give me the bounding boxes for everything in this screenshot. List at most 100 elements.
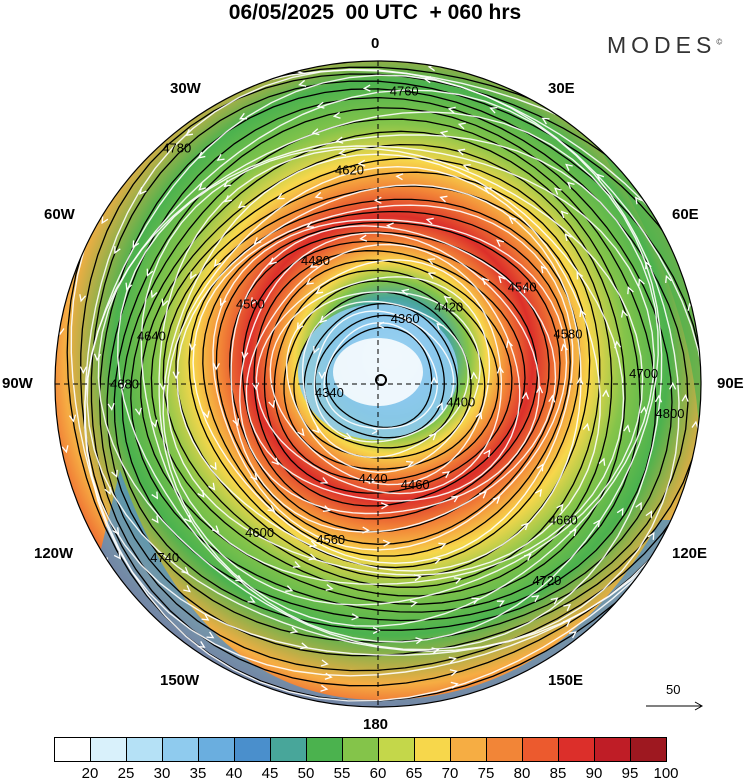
- streamline-arrow: [436, 402, 443, 411]
- colorbar-label: 55: [333, 765, 351, 782]
- streamline-arrow: [457, 122, 466, 130]
- streamline-arrow: [313, 345, 320, 354]
- streamline-arrow: [413, 574, 422, 582]
- streamline-arrow: [61, 445, 69, 454]
- colorbar-swatch: [198, 737, 235, 762]
- lon-label-150e: 150E: [548, 672, 584, 689]
- contour-label: 4700: [629, 366, 658, 381]
- streamline-arrow: [271, 457, 279, 466]
- streamline-arrow: [439, 130, 448, 138]
- streamline-arrow: [161, 298, 169, 307]
- streamline-arrow: [462, 164, 471, 171]
- streamline-arrow: [523, 285, 531, 294]
- colorbar-swatch: [558, 737, 595, 762]
- contour-4680: [130, 130, 641, 613]
- streamline: [230, 225, 557, 533]
- streamline-arrow: [498, 275, 506, 284]
- colorbar-swatch: [306, 737, 343, 762]
- streamline-arrow: [125, 282, 133, 291]
- contour-4780: [90, 80, 701, 672]
- streamline: [140, 145, 655, 627]
- streamline-arrow: [362, 526, 370, 534]
- streamline: [239, 232, 541, 515]
- streamline-arrow: [596, 173, 605, 182]
- streamline-arrow: [104, 486, 111, 495]
- streamline-arrow: [237, 201, 246, 209]
- contour-4700: [121, 118, 657, 622]
- streamline-arrow: [308, 553, 317, 561]
- streamline-arrow: [316, 101, 325, 109]
- streamline: [166, 165, 601, 576]
- streamline-arrow: [665, 274, 672, 283]
- contour-label: 4500: [236, 297, 265, 312]
- streamline-arrow: [150, 290, 158, 299]
- streamline: [192, 204, 574, 565]
- wind-streamlines: [55, 64, 701, 702]
- streamline-arrow: [567, 181, 575, 190]
- streamline-arrow: [427, 272, 436, 279]
- lon-label-90e: 90E: [717, 375, 744, 392]
- contour-4580: [188, 198, 581, 569]
- streamline-arrow: [536, 463, 544, 472]
- streamline-arrow: [579, 308, 587, 318]
- contour-label: 4760: [390, 84, 419, 99]
- streamline: [176, 184, 582, 572]
- streamline-arrow: [368, 476, 377, 485]
- streamline: [313, 310, 455, 443]
- streamline-arrow: [197, 641, 206, 648]
- streamline-arrow: [449, 669, 458, 677]
- streamline-arrow: [568, 631, 577, 639]
- streamline-arrow: [640, 405, 648, 414]
- streamline-arrow: [318, 371, 326, 380]
- streamline-arrow: [276, 192, 285, 200]
- contour-4460: [263, 259, 513, 494]
- streamline-arrow: [439, 195, 448, 203]
- streamline-arrow: [681, 393, 689, 402]
- contour-label: 4680: [110, 376, 139, 391]
- streamline-arrow: [453, 577, 462, 584]
- colorbar-swatch: [594, 737, 631, 762]
- streamline-arrow: [150, 419, 158, 428]
- contour-label: 4580: [554, 326, 583, 341]
- streamline-arrow: [627, 286, 634, 295]
- streamline-arrow: [319, 315, 327, 324]
- streamline-arrow: [311, 128, 320, 136]
- streamline-arrow: [198, 183, 206, 191]
- streamline-arrow: [292, 561, 301, 568]
- lon-label-120w: 120W: [34, 545, 74, 562]
- colorbar-label: 60: [369, 765, 387, 782]
- streamline-arrow: [320, 684, 329, 692]
- streamline-arrow: [211, 525, 220, 533]
- contour-4420: [283, 280, 486, 470]
- streamline-arrow: [691, 420, 699, 429]
- contour-4640: [150, 157, 613, 597]
- streamline-arrow: [451, 495, 460, 503]
- lon-label-90w: 90W: [2, 375, 33, 392]
- contour-label: 4340: [315, 385, 344, 400]
- streamline-arrow: [185, 129, 194, 137]
- streamline-arrow: [635, 501, 642, 510]
- streamline-arrow: [647, 190, 655, 199]
- streamline-arrow: [438, 542, 447, 550]
- streamline-arrow: [235, 574, 244, 582]
- streamline-arrow: [447, 106, 456, 114]
- streamline-arrow: [550, 597, 559, 605]
- streamline-arrow: [563, 603, 572, 612]
- streamline-arrow: [269, 257, 277, 265]
- colorbar-label: 45: [261, 765, 279, 782]
- contour-label: 4480: [301, 253, 330, 268]
- streamline-arrow: [315, 286, 324, 295]
- reference-vector-label: 50: [666, 682, 681, 697]
- streamline-arrow: [146, 268, 154, 277]
- contour-label: 4660: [549, 512, 578, 527]
- streamline-arrow: [496, 365, 504, 374]
- streamline-arrow: [425, 217, 434, 225]
- streamline-arrow: [285, 585, 294, 592]
- contour-label: 4400: [446, 394, 475, 409]
- streamline-arrow: [362, 84, 371, 92]
- streamline-arrow: [582, 422, 590, 431]
- contour-4720: [113, 107, 673, 631]
- contour-4400: [293, 291, 472, 459]
- streamline-arrow: [540, 265, 548, 274]
- streamline-arrow: [523, 553, 532, 561]
